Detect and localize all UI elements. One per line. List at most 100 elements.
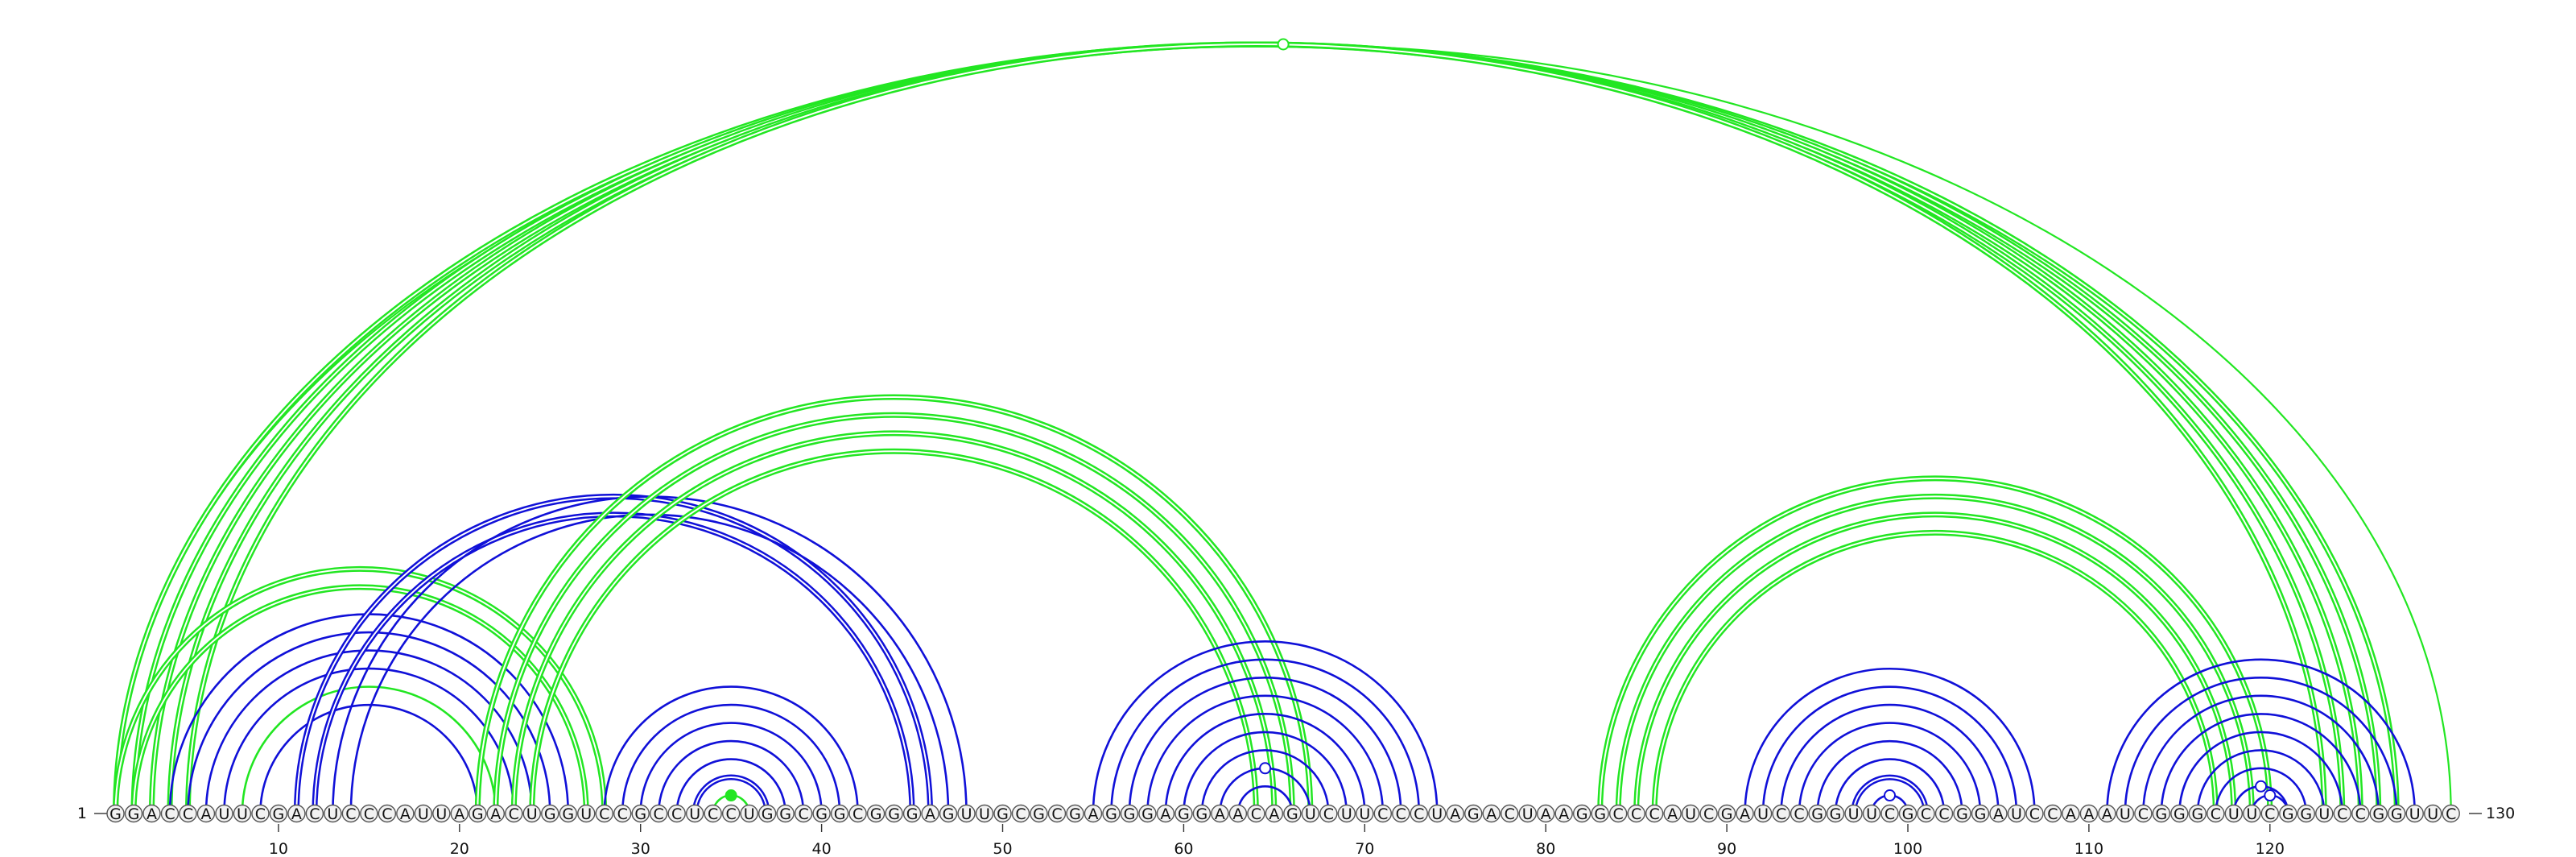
nucleotide-circle bbox=[1572, 804, 1591, 823]
base-pair-arc-inner bbox=[114, 568, 605, 814]
nucleotide-letter: G bbox=[2300, 805, 2312, 823]
nucleotide-circle bbox=[1156, 804, 1175, 823]
base-pair-arc-inner bbox=[1617, 495, 2253, 814]
nucleotide-letter: C bbox=[1776, 805, 1786, 823]
base-pair-arc bbox=[1761, 685, 2018, 815]
nucleotide-circle bbox=[721, 804, 741, 823]
nucleotide-circle bbox=[2134, 804, 2153, 823]
nucleotide-letter: A bbox=[490, 805, 501, 823]
nucleotide-letter: C bbox=[1794, 805, 1804, 823]
base-pair-arc-inner bbox=[1599, 478, 2271, 814]
nucleotide-letter: G bbox=[2174, 805, 2186, 823]
base-pair-arc bbox=[474, 394, 1314, 817]
nucleotide-letter: U bbox=[1757, 805, 1769, 823]
base-pair-arc bbox=[204, 649, 534, 815]
nucleotide-letter: C bbox=[1323, 805, 1334, 823]
base-pair-arc bbox=[2142, 694, 2380, 815]
nucleotide-circle bbox=[1373, 804, 1393, 823]
base-pair-arc bbox=[2196, 748, 2326, 815]
nucleotide-letter: C bbox=[345, 805, 356, 823]
base-pair-arc bbox=[1128, 677, 1402, 815]
nucleotide-circle bbox=[1211, 804, 1229, 823]
base-pair-arc bbox=[2106, 658, 2417, 815]
base-pair-arc-inner bbox=[494, 414, 1294, 814]
nucleotide-letter: G bbox=[1811, 805, 1823, 823]
nucleotide-letter: A bbox=[1160, 805, 1170, 823]
nucleotide-circle bbox=[1066, 804, 1084, 823]
nucleotide-letter: U bbox=[580, 805, 592, 823]
base-pair-arc bbox=[349, 513, 950, 815]
nucleotide-letter: C bbox=[617, 805, 628, 823]
nucleotide-letter: G bbox=[834, 805, 846, 823]
nucleotide-circle bbox=[2351, 804, 2370, 823]
nucleotide-circle bbox=[1084, 804, 1103, 823]
nucleotide-letter: G bbox=[1956, 805, 1968, 823]
nucleotide-letter: A bbox=[1558, 805, 1569, 823]
nucleotide-circle bbox=[1736, 804, 1754, 823]
nucleotide-circle bbox=[975, 804, 994, 823]
nucleotide-letter: G bbox=[634, 805, 646, 823]
nucleotide-letter: U bbox=[1359, 805, 1370, 823]
nucleotide-letter: A bbox=[1486, 805, 1496, 823]
base-pair-arc bbox=[259, 703, 479, 815]
nucleotide-circle bbox=[650, 804, 668, 823]
axis-tick-label: 70 bbox=[1355, 840, 1374, 857]
nucleotide-circle bbox=[794, 804, 813, 823]
nucleotide-letter: G bbox=[1124, 805, 1136, 823]
base-pair-arc-inner bbox=[295, 495, 931, 814]
nucleotide-circle bbox=[993, 804, 1012, 823]
nucleotide-letter: A bbox=[2102, 805, 2112, 823]
nucleotide-letter: C bbox=[1703, 805, 1714, 823]
nucleotide-circle bbox=[305, 804, 324, 823]
nucleotide-letter: C bbox=[2138, 805, 2149, 823]
nucleotide-circle bbox=[1392, 804, 1410, 823]
base-pair-arc-inner bbox=[1635, 514, 2235, 814]
nucleotide-letter: C bbox=[2211, 805, 2221, 823]
nucleotide-letter: U bbox=[526, 805, 538, 823]
nucleotide-circle bbox=[2079, 804, 2099, 823]
nucleotide-circle bbox=[2224, 804, 2244, 823]
nucleotide-letter: C bbox=[509, 805, 519, 823]
nucleotide-letter: A bbox=[1088, 805, 1098, 823]
nucleotide-circle bbox=[450, 804, 469, 823]
nucleotide-circle bbox=[1790, 804, 1809, 823]
nucleotide-letter: G bbox=[128, 805, 140, 823]
nucleotide-letter: A bbox=[454, 805, 464, 823]
nucleotide-circle bbox=[522, 804, 541, 823]
nucleotide-letter: A bbox=[147, 805, 157, 823]
nucleotide-letter: G bbox=[815, 805, 828, 823]
nucleotide-circle bbox=[939, 804, 958, 823]
nucleotide-letter: C bbox=[1885, 805, 1895, 823]
axis-tick-label: 20 bbox=[450, 840, 469, 857]
nucleotide-circle bbox=[1192, 804, 1212, 823]
nucleotide-circle bbox=[1699, 804, 1718, 823]
nucleotide-letter: C bbox=[1414, 805, 1424, 823]
nucleotide-circle bbox=[1011, 804, 1030, 823]
nucleotide-circle bbox=[1753, 804, 1773, 823]
noncanonical-pair-marker-filled bbox=[724, 789, 737, 802]
nucleotide-circle bbox=[667, 804, 686, 823]
nucleotide-letter: G bbox=[762, 805, 774, 823]
nucleotide-circle bbox=[1337, 804, 1356, 823]
nucleotide-circle bbox=[1265, 804, 1284, 823]
nucleotide-letter: U bbox=[1866, 805, 1877, 823]
nucleotide-letter: U bbox=[436, 805, 447, 823]
nucleotide-circle bbox=[1410, 804, 1428, 823]
nucleotide-circle bbox=[1844, 804, 1863, 823]
nucleotide-circle bbox=[2315, 804, 2334, 823]
base-pair-arc bbox=[1200, 748, 1330, 815]
base-pair-arc bbox=[1183, 731, 1348, 815]
nucleotide-circle bbox=[1663, 804, 1682, 823]
axis-tick-label: 80 bbox=[1536, 840, 1555, 857]
nucleotide-circle bbox=[559, 804, 577, 823]
nucleotide-letter: A bbox=[1740, 805, 1750, 823]
base-pair-arc-inner bbox=[187, 43, 2326, 814]
nucleotide-letter: U bbox=[744, 805, 755, 823]
nucleotide-letter: G bbox=[779, 805, 791, 823]
nucleotide-letter: C bbox=[1649, 805, 1660, 823]
nucleotide-circle bbox=[541, 804, 559, 823]
nucleotide-circle bbox=[613, 804, 632, 823]
nucleotide-circle bbox=[160, 804, 180, 823]
nucleotide-circle bbox=[1608, 804, 1628, 823]
